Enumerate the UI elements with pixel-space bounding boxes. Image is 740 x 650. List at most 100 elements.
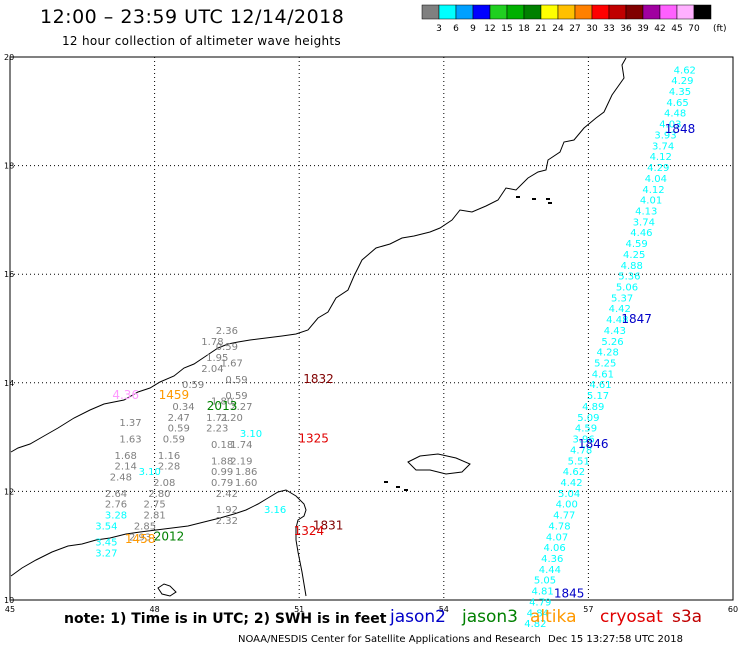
- track-time-label: 1459: [159, 388, 190, 402]
- track-time-label: 2013: [207, 399, 238, 413]
- islands: [157, 196, 552, 597]
- swh-value: 1.86: [235, 467, 257, 478]
- swh-value: 4.82: [524, 619, 546, 630]
- map-title: 12:00 – 23:59 UTC 12/14/2018: [40, 6, 345, 28]
- legend-tick-label: 33: [603, 24, 614, 34]
- swh-value: 0.59: [182, 380, 204, 391]
- lon-tick-label: 45: [5, 605, 15, 614]
- track-time-label: 1325: [298, 432, 329, 446]
- swh-value: 4.78: [570, 445, 592, 456]
- track-time-label: 1846: [578, 437, 609, 451]
- axis-tick-labels: 45 48 51 54 57 60 20 18 16 14 12 10: [4, 53, 738, 614]
- track-time-label: 1458: [125, 532, 156, 546]
- swh-value: 0.59: [216, 342, 238, 353]
- lat-tick-label: 18: [4, 162, 14, 171]
- swh-value: 4.65: [666, 98, 688, 109]
- swh-value: 4.62: [563, 467, 585, 478]
- swh-value: 4.12: [642, 185, 664, 196]
- track-time-label: 4.36: [112, 388, 139, 402]
- legend-tick-label: 15: [501, 24, 512, 34]
- lat-tick-label: 10: [4, 596, 14, 605]
- satellite-legend-cryosat: cryosat: [600, 607, 663, 627]
- swh-value: 1.71: [206, 413, 228, 424]
- lon-tick-label: 48: [150, 605, 160, 614]
- swh-value: 4.29: [671, 76, 693, 87]
- swh-value: 1.16: [158, 451, 180, 462]
- legend-unit: (ft): [713, 24, 727, 34]
- swh-value: 4.13: [635, 206, 657, 217]
- swh-value: 2.64: [105, 489, 127, 500]
- legend-tick-label: 30: [586, 24, 598, 34]
- swh-value: 3.93: [654, 130, 676, 141]
- small-island: [548, 202, 552, 204]
- swh-value: 2.85: [134, 521, 156, 532]
- swh-value: 2.14: [115, 462, 137, 473]
- legend-swatch: [438, 4, 457, 20]
- generation-timestamp: Dec 15 13:27:58 UTC 2018: [548, 634, 683, 645]
- swh-value: 5.05: [534, 576, 556, 587]
- swh-value: 4.48: [606, 315, 628, 326]
- swh-value: 2.75: [143, 500, 165, 511]
- swh-value: 4.42: [560, 478, 582, 489]
- swh-value: 1.60: [235, 478, 257, 489]
- legend-swatch: [455, 4, 474, 20]
- swh-value: 1.92: [216, 505, 238, 516]
- legend-swatch: [506, 4, 525, 20]
- swh-value: 2.42: [216, 489, 238, 500]
- swh-value: 3.74: [652, 141, 674, 152]
- small-island: [516, 196, 520, 198]
- swh-value: 3.10: [240, 429, 262, 440]
- swh-value: 4.01: [640, 196, 662, 207]
- legend-tick-label: 18: [518, 24, 530, 34]
- swh-value: 2.80: [148, 489, 170, 500]
- swh-value: 4.59: [575, 424, 597, 435]
- swh-value: 0.59: [163, 435, 185, 446]
- swh-value: 1.67: [221, 359, 243, 370]
- swh-value: 4.89: [582, 402, 604, 413]
- swh-value: 4.07: [546, 532, 568, 543]
- coastline: [10, 57, 627, 597]
- swh-value: 4.12: [650, 152, 672, 163]
- small-island: [396, 486, 400, 488]
- swh-value: 5.06: [616, 282, 638, 293]
- legend-swatch: [489, 4, 508, 20]
- lon-tick-label: 54: [439, 605, 449, 614]
- swh-value: 2.81: [143, 511, 165, 522]
- swh-value: 2.04: [201, 364, 223, 375]
- legend-tick-label: 6: [453, 24, 459, 34]
- map-frame: [9, 56, 734, 601]
- small-island: [404, 489, 408, 491]
- coastal-feature: [157, 583, 177, 597]
- lon-tick-label: 57: [583, 605, 593, 614]
- legend-swatch: [472, 4, 491, 20]
- legend-tick-label: 12: [484, 24, 495, 34]
- legend-swatch: [523, 4, 542, 20]
- swh-value: 2.08: [153, 478, 175, 489]
- swh-value: 2.93: [129, 532, 151, 543]
- swh-value: 4.44: [539, 565, 561, 576]
- satellite-legend-s3a: s3a: [672, 607, 703, 627]
- satellite-legend-jason3: jason3: [462, 607, 518, 627]
- legend-tick-label: 39: [637, 24, 649, 34]
- swh-value: 4.35: [669, 87, 691, 98]
- swh-value: 4.61: [592, 369, 614, 380]
- swh-value: 4.04: [645, 174, 667, 185]
- satellite-legend-altika: altika: [530, 607, 577, 627]
- swh-value: 0.34: [172, 402, 194, 413]
- swh-value: 0.59: [168, 424, 190, 435]
- track-time-label: 1847: [621, 312, 652, 326]
- legend-swatch: [421, 4, 440, 20]
- legend-swatch: [608, 4, 627, 20]
- swh-value: 4.84: [527, 608, 549, 619]
- track-labels: 1848 1847 1846 1845 1832 1831 1325 1324 2013 2012…: [112, 122, 695, 600]
- swh-value: 2.36: [216, 326, 238, 337]
- swh-value: 4.48: [664, 109, 686, 120]
- swh-value: 4.28: [597, 348, 619, 359]
- track-time-label: 1848: [665, 122, 696, 136]
- swh-value: 0.59: [225, 375, 247, 386]
- footer-note: note: 1) Time is in UTC; 2) SWH is in fe…: [64, 611, 387, 627]
- swh-value: 4.62: [674, 65, 696, 76]
- swh-value: 4.03: [659, 120, 681, 131]
- swh-value: 2.28: [158, 462, 180, 473]
- swh-value: 5.17: [587, 391, 609, 402]
